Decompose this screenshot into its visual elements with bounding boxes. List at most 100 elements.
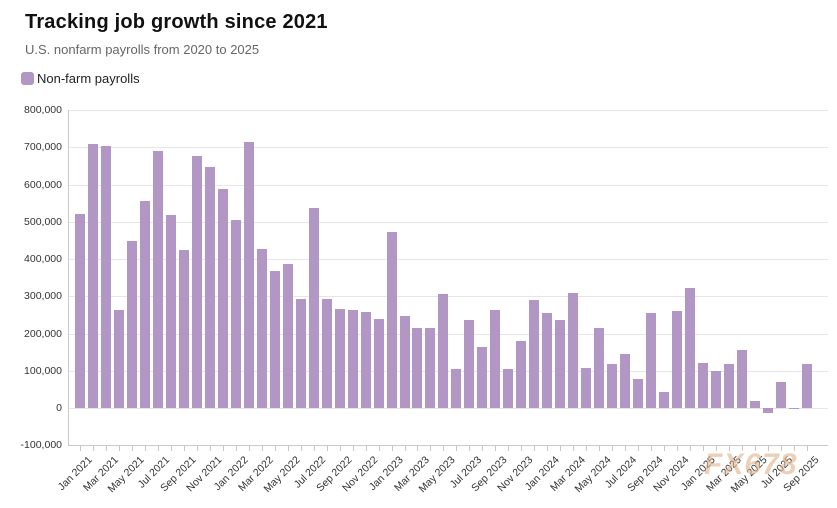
x-tick <box>80 445 81 452</box>
x-tick <box>339 445 341 452</box>
x-tick <box>664 445 666 452</box>
bar[interactable] <box>762 408 773 413</box>
bar[interactable] <box>749 400 760 408</box>
x-tick <box>313 445 315 452</box>
bar[interactable] <box>672 310 683 408</box>
y-axis-label: 700,000 <box>24 141 62 154</box>
bar[interactable] <box>503 369 514 408</box>
bar[interactable] <box>87 143 98 408</box>
gridline <box>68 110 828 111</box>
gridline <box>68 221 828 223</box>
x-tick <box>274 445 276 452</box>
bar[interactable] <box>451 369 462 408</box>
x-tick <box>625 445 627 452</box>
x-tick <box>741 445 743 452</box>
bar[interactable] <box>334 309 345 408</box>
x-tick <box>417 445 419 452</box>
legend-label: Non-farm payrolls <box>37 71 140 86</box>
bar[interactable] <box>165 215 176 408</box>
bar[interactable] <box>360 311 371 408</box>
x-tick <box>391 445 393 452</box>
bar[interactable] <box>373 318 384 408</box>
bar[interactable] <box>711 370 722 408</box>
x-tick <box>196 445 198 452</box>
bar[interactable] <box>736 349 747 408</box>
bar[interactable] <box>113 310 124 408</box>
y-axis-label: 100,000 <box>24 364 62 377</box>
bar[interactable] <box>490 310 501 408</box>
x-tick <box>105 445 107 452</box>
y-axis-label: -100,000 <box>20 439 62 452</box>
bar[interactable] <box>282 264 293 408</box>
bar[interactable] <box>321 299 332 408</box>
x-tick <box>365 445 367 452</box>
bar[interactable] <box>204 166 215 408</box>
bar[interactable] <box>412 327 423 408</box>
x-tick <box>767 445 769 452</box>
bar[interactable] <box>555 320 566 408</box>
x-tick <box>586 445 588 452</box>
chart-subtitle: U.S. nonfarm payrolls from 2020 to 2025 <box>25 42 260 57</box>
bar[interactable] <box>620 354 631 408</box>
bar[interactable] <box>399 315 410 408</box>
bar[interactable] <box>438 294 449 408</box>
x-tick <box>690 445 692 452</box>
bar[interactable] <box>607 364 618 408</box>
bar[interactable] <box>243 142 254 408</box>
bar[interactable] <box>698 362 709 408</box>
x-tick <box>677 445 679 452</box>
x-tick <box>651 445 653 452</box>
x-tick <box>131 445 133 452</box>
x-tick <box>92 445 94 452</box>
bar[interactable] <box>126 241 137 408</box>
bar[interactable] <box>347 310 358 408</box>
bar[interactable] <box>386 232 397 408</box>
x-axis-line <box>68 445 828 447</box>
y-axis-label: 600,000 <box>24 178 62 191</box>
bar[interactable] <box>256 248 267 408</box>
x-tick <box>703 445 705 452</box>
bar[interactable] <box>230 220 241 408</box>
bar[interactable] <box>516 340 527 408</box>
bar[interactable] <box>788 408 799 410</box>
bar[interactable] <box>100 145 111 408</box>
bar[interactable] <box>139 200 150 408</box>
bar[interactable] <box>581 367 592 408</box>
bar[interactable] <box>191 155 202 408</box>
bar[interactable] <box>542 312 553 408</box>
bar[interactable] <box>568 292 579 408</box>
bar[interactable] <box>269 270 280 408</box>
bar[interactable] <box>477 346 488 408</box>
x-tick <box>508 445 510 452</box>
bar[interactable] <box>594 327 605 408</box>
bar[interactable] <box>75 214 85 408</box>
bar[interactable] <box>685 288 696 408</box>
x-tick <box>209 445 211 452</box>
bar[interactable] <box>801 363 812 408</box>
x-tick <box>612 445 614 452</box>
gridline <box>68 259 828 260</box>
bar[interactable] <box>464 320 475 408</box>
bar[interactable] <box>217 188 228 408</box>
x-tick <box>443 445 445 452</box>
bar[interactable] <box>646 313 657 408</box>
bar[interactable] <box>659 391 670 408</box>
x-tick <box>754 445 756 452</box>
bar[interactable] <box>295 298 306 408</box>
bar[interactable] <box>425 327 436 408</box>
x-tick <box>534 445 536 452</box>
legend-item-nonfarm-payrolls[interactable]: Non-farm payrolls <box>21 71 140 86</box>
bar[interactable] <box>152 151 163 408</box>
gridline <box>68 408 828 409</box>
x-tick <box>157 445 159 452</box>
x-tick <box>482 445 484 452</box>
bar[interactable] <box>724 364 734 408</box>
x-tick <box>326 445 328 452</box>
bar[interactable] <box>178 250 189 408</box>
bar[interactable] <box>633 378 644 408</box>
bar[interactable] <box>775 381 786 408</box>
bar[interactable] <box>308 207 319 408</box>
bar[interactable] <box>529 299 540 408</box>
gridline <box>68 184 828 186</box>
chart-title: Tracking job growth since 2021 <box>25 11 328 33</box>
